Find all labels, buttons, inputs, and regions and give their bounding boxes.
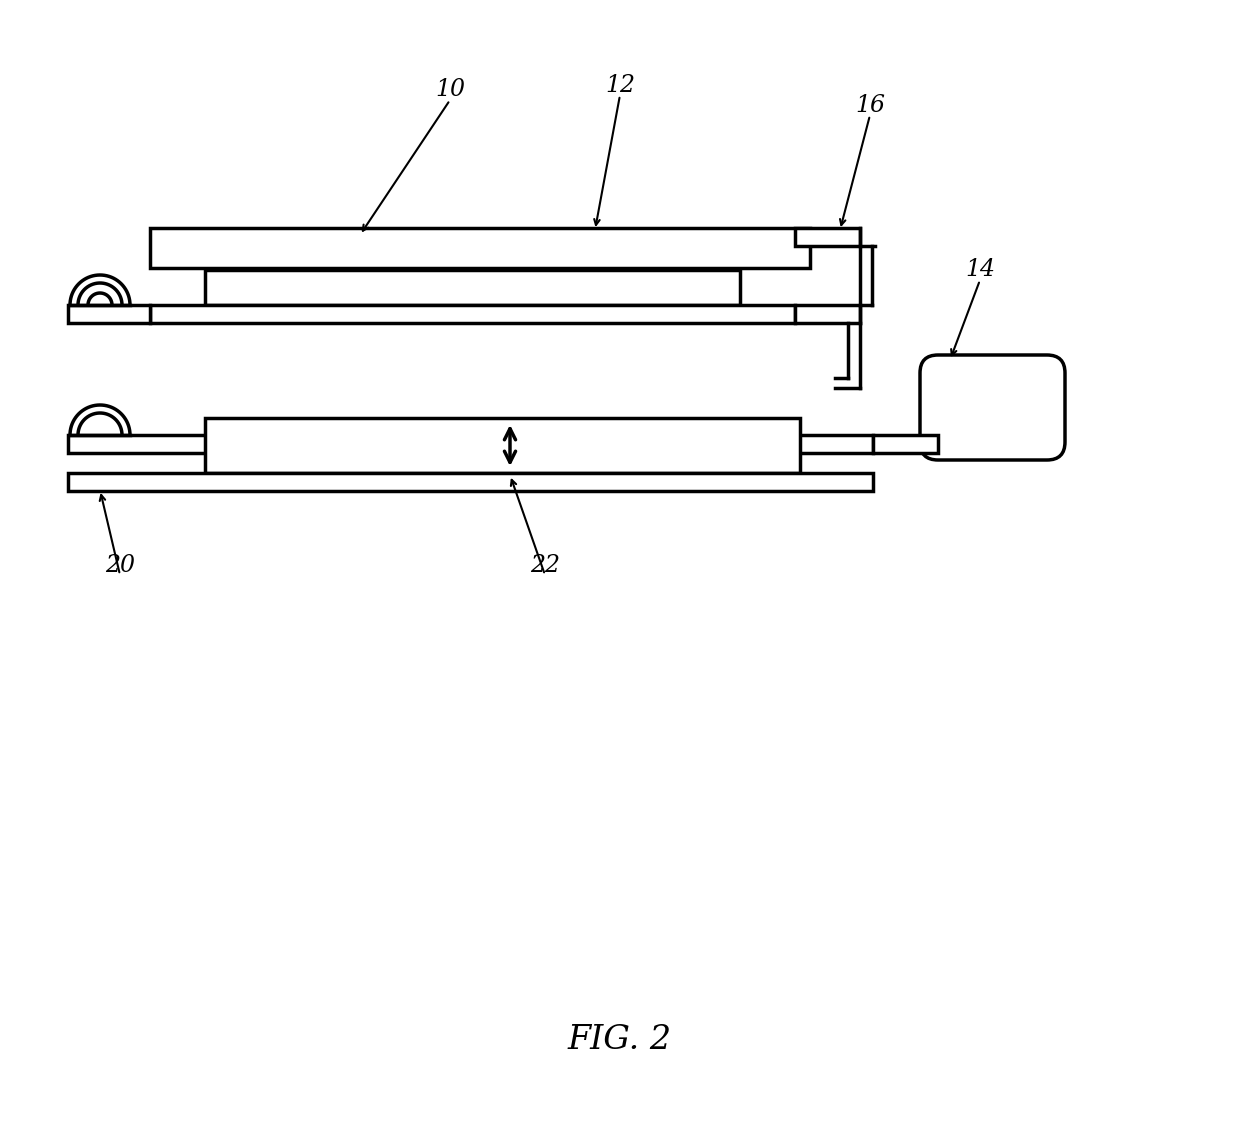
Text: 22: 22 xyxy=(529,553,560,576)
Text: 20: 20 xyxy=(105,553,135,576)
Bar xyxy=(68,435,873,453)
Bar xyxy=(205,418,800,474)
FancyBboxPatch shape xyxy=(920,355,1065,460)
Bar xyxy=(795,305,861,323)
Text: 16: 16 xyxy=(856,94,885,116)
Text: 14: 14 xyxy=(965,259,994,282)
Text: 12: 12 xyxy=(605,73,635,97)
Bar xyxy=(205,270,740,305)
Bar xyxy=(795,228,861,246)
Bar xyxy=(873,435,937,453)
Text: 10: 10 xyxy=(435,79,465,102)
Bar xyxy=(150,228,810,268)
Bar xyxy=(150,305,795,323)
Bar xyxy=(68,305,150,323)
Bar xyxy=(68,474,873,491)
Text: FIG. 2: FIG. 2 xyxy=(568,1023,672,1057)
